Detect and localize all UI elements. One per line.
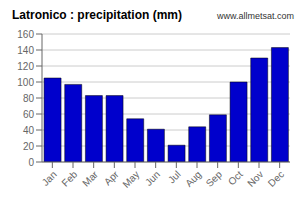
svg-text:120: 120 xyxy=(17,61,34,72)
svg-text:Jul: Jul xyxy=(166,169,183,186)
svg-text:May: May xyxy=(120,169,141,190)
svg-text:60: 60 xyxy=(23,109,35,120)
html-text:www.allmetsat.com: www.allmetsat.com xyxy=(217,11,294,21)
svg-text:Mar: Mar xyxy=(80,168,100,188)
svg-text:Aug: Aug xyxy=(183,169,203,189)
svg-text:Sep: Sep xyxy=(204,168,225,189)
svg-text:140: 140 xyxy=(17,45,34,56)
svg-text:Feb: Feb xyxy=(59,168,79,188)
svg-text:Apr: Apr xyxy=(102,168,121,187)
svg-text:20: 20 xyxy=(23,141,35,152)
svg-text:Jan: Jan xyxy=(40,169,59,188)
html-text:Latronico : precipitation (mm): Latronico : precipitation (mm) xyxy=(12,8,182,22)
svg-text:0: 0 xyxy=(28,157,34,168)
svg-text:Dec: Dec xyxy=(266,169,286,189)
svg-text:Oct: Oct xyxy=(226,169,245,188)
svg-text:40: 40 xyxy=(23,125,35,136)
svg-text:Nov: Nov xyxy=(245,169,265,189)
svg-text:80: 80 xyxy=(23,93,35,104)
svg-text:100: 100 xyxy=(17,77,34,88)
svg-text:160: 160 xyxy=(17,29,34,40)
svg-text:Jun: Jun xyxy=(143,169,162,188)
